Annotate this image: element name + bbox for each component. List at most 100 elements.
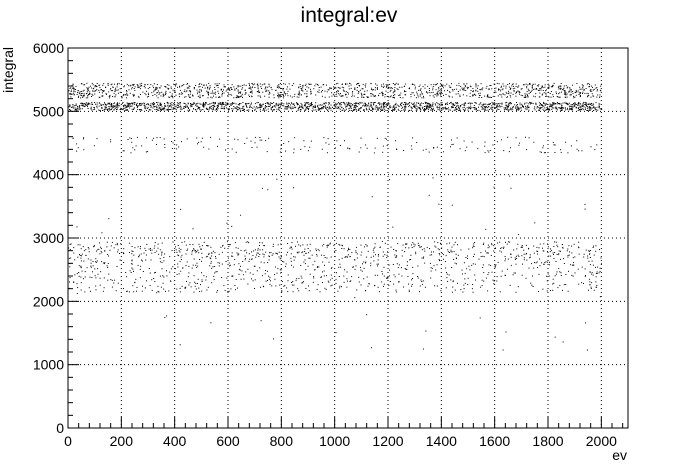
scatter-point (96, 107, 98, 109)
scatter-point (293, 259, 295, 261)
scatter-point (478, 97, 480, 98)
scatter-point (363, 109, 364, 111)
scatter-point (517, 108, 519, 110)
scatter-point (501, 139, 502, 141)
scatter-point (216, 109, 217, 110)
scatter-point (251, 278, 252, 280)
scatter-point (555, 273, 557, 275)
scatter-point (164, 317, 166, 318)
scatter-point (462, 273, 463, 275)
scatter-point (195, 288, 197, 290)
scatter-point (534, 96, 536, 98)
scatter-point (78, 275, 80, 277)
scatter-point (267, 86, 269, 88)
scatter-point (359, 108, 361, 110)
scatter-point (168, 109, 170, 111)
scatter-point (169, 109, 171, 110)
scatter-point (125, 272, 127, 273)
scatter-point (113, 247, 115, 249)
scatter-point (387, 107, 389, 109)
scatter-point (193, 248, 195, 250)
scatter-point (398, 273, 400, 275)
scatter-point (342, 95, 344, 96)
scatter-point (254, 109, 256, 111)
scatter-point (432, 102, 434, 104)
scatter-point (326, 106, 328, 108)
scatter-point (550, 86, 552, 88)
scatter-point (244, 255, 246, 257)
scatter-point (164, 104, 166, 106)
scatter-point (447, 280, 449, 282)
scatter-point (96, 260, 98, 262)
scatter-point (418, 244, 420, 246)
scatter-point (491, 108, 493, 110)
scatter-point (95, 258, 97, 260)
scatter-point (592, 107, 594, 108)
scatter-point (297, 94, 299, 96)
scatter-point (183, 102, 185, 104)
scatter-point (488, 105, 490, 107)
scatter-point (573, 103, 575, 105)
scatter-point (318, 109, 320, 110)
scatter-point (323, 102, 325, 104)
scatter-point (394, 276, 396, 278)
scatter-point (383, 266, 385, 268)
scatter-point (572, 108, 574, 110)
scatter-point (310, 103, 312, 105)
scatter-point (169, 106, 171, 108)
scatter-point (437, 242, 439, 243)
scatter-point (288, 102, 290, 104)
scatter-point (315, 94, 317, 96)
scatter-point (417, 107, 419, 109)
scatter-point (268, 83, 270, 85)
scatter-point (410, 145, 412, 147)
scatter-point (160, 85, 162, 87)
scatter-point (146, 96, 148, 98)
scatter-point (99, 284, 101, 286)
scatter-point (422, 93, 424, 95)
scatter-point (127, 103, 129, 105)
scatter-point (180, 208, 182, 210)
scatter-point (540, 86, 542, 88)
scatter-point (381, 92, 383, 94)
scatter-point (133, 95, 135, 97)
scatter-point (334, 256, 336, 258)
scatter-point (249, 85, 251, 87)
scatter-point (315, 83, 317, 85)
scatter-point (315, 248, 317, 250)
scatter-point (336, 103, 338, 105)
scatter-point (508, 92, 509, 94)
scatter-point (374, 95, 376, 96)
scatter-point (129, 103, 131, 104)
scatter-point (338, 266, 340, 268)
scatter-point (419, 89, 421, 91)
scatter-point (206, 84, 207, 86)
scatter-point (124, 94, 126, 96)
scatter-point (226, 277, 228, 279)
scatter-point (198, 287, 200, 289)
scatter-point (436, 264, 438, 266)
scatter-point (80, 93, 82, 95)
scatter-point (290, 108, 292, 110)
scatter-point (265, 280, 267, 282)
scatter-point (316, 253, 318, 255)
scatter-point (189, 282, 191, 284)
scatter-point (440, 91, 442, 93)
scatter-point (327, 280, 329, 282)
scatter-point (349, 256, 351, 258)
scatter-point (148, 109, 150, 111)
scatter-point (259, 109, 261, 111)
scatter-point (116, 106, 118, 108)
scatter-point (326, 275, 327, 277)
scatter-point (119, 259, 121, 261)
scatter-point (546, 103, 548, 105)
scatter-point (69, 249, 71, 251)
scatter-point (400, 103, 401, 105)
scatter-point (172, 107, 174, 109)
scatter-point (496, 103, 498, 105)
scatter-point (137, 86, 139, 88)
scatter-point (169, 91, 171, 93)
scatter-point (349, 102, 351, 104)
scatter-point (132, 93, 134, 95)
scatter-point (360, 244, 362, 246)
